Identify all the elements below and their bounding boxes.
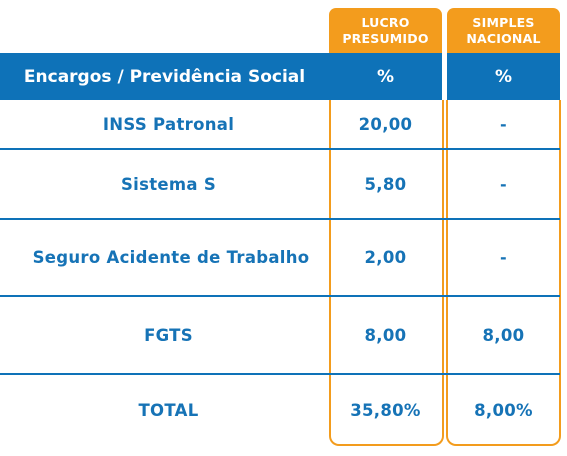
row-value-lucro: 8,00 [364,325,407,345]
row-value-lucro: 2,00 [364,248,407,267]
row-label-seguro-acidente: Seguro Acidente de Trabalho [32,248,310,267]
row-label-total: TOTAL [138,401,199,420]
row-label-fgts: FGTS [144,325,193,345]
table-header-percent-simples: % [494,66,513,87]
row-value-lucro-total: 35,80% [350,401,421,420]
table-header-label: Encargos / Previdência Social [23,66,306,87]
row-label-sistema-s: Sistema S [120,174,217,194]
table-header-percent-lucro: % [376,66,395,87]
row-value-lucro: 20,00 [358,114,413,134]
row-divider [0,148,560,150]
row-divider [0,373,560,375]
row-value-simples: - [500,248,507,267]
row-divider [0,218,560,220]
column-header-lucro-presumido: LUCRO PRESUMIDO [329,8,442,53]
row-label-inss-patronal: INSS Patronal [102,114,235,134]
column-frame-simples-nacional [446,100,561,446]
row-value-lucro: 5,80 [364,174,407,194]
column-header-simples-line1: SIMPLES [472,14,535,30]
row-value-simples: - [500,114,507,134]
row-divider [0,295,560,297]
column-header-lucro-line2: PRESUMIDO [342,30,429,46]
table-header-bar-col2 [447,53,560,100]
row-value-simples: 8,00 [482,325,525,345]
column-header-simples-nacional: SIMPLES NACIONAL [447,8,560,53]
column-header-lucro-line1: LUCRO [361,14,410,30]
table-header-bar-col1 [329,53,442,100]
row-value-simples: - [500,174,507,194]
table-header-bar [0,53,329,100]
column-header-simples-line2: NACIONAL [466,30,541,46]
row-value-simples-total: 8,00% [474,401,533,420]
column-frame-lucro-presumido [329,100,444,446]
